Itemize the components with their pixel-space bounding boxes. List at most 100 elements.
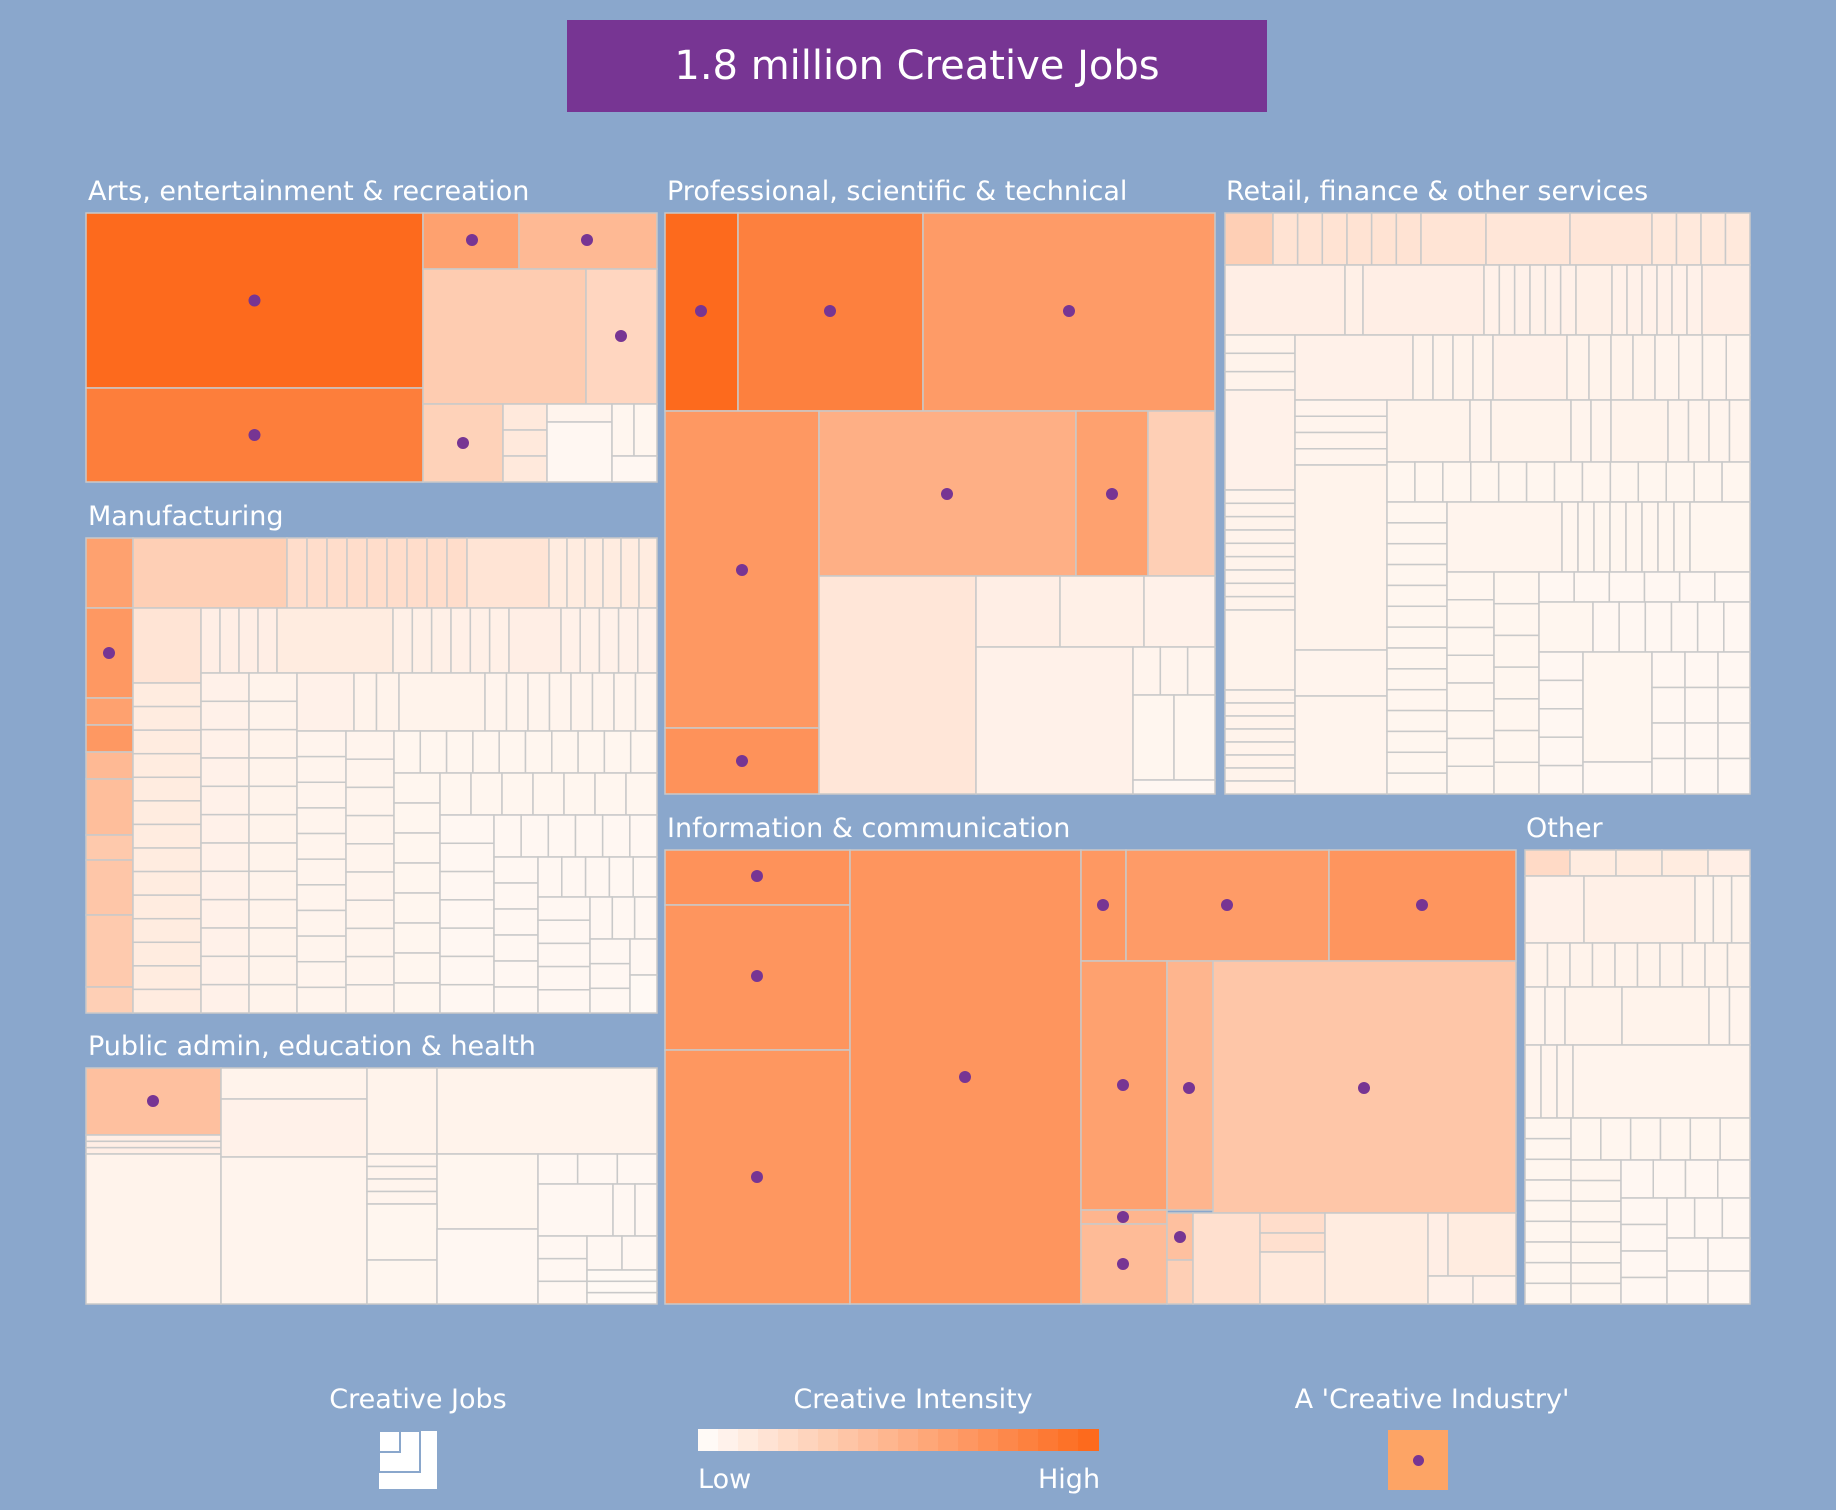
treemap-cell [1132, 646, 1162, 696]
treemap-cell [392, 607, 414, 674]
treemap-cell [632, 856, 658, 898]
treemap-cell [498, 730, 527, 774]
treemap-cell [570, 672, 594, 732]
treemap-cell [532, 772, 565, 816]
treemap-cell [537, 1153, 579, 1185]
treemap-cell [1472, 334, 1494, 401]
treemap-cell [589, 987, 631, 1014]
treemap-cell [1588, 334, 1612, 401]
treemap-cell [366, 1178, 438, 1193]
treemap-cell [1192, 1212, 1261, 1305]
treemap-cell [586, 1235, 623, 1271]
treemap-cell [1570, 1117, 1602, 1161]
gradient-step [718, 1429, 739, 1451]
treemap-cell [634, 672, 658, 732]
treemap-cell [611, 455, 658, 483]
creative-industry-dot [695, 305, 707, 317]
treemap-cell [1670, 601, 1699, 653]
treemap-cell [132, 729, 202, 755]
treemap-cell [1717, 651, 1751, 689]
treemap-cell [1224, 555, 1296, 571]
legend-size-icon [378, 1430, 437, 1489]
treemap-cell [200, 898, 250, 929]
gradient-step [1058, 1429, 1079, 1451]
treemap-cell [1259, 1251, 1326, 1305]
legend-color-title: Creative Intensity [793, 1384, 1033, 1415]
treemap-cell [345, 955, 395, 986]
treemap-cell [393, 952, 441, 984]
treemap-cell [818, 575, 977, 795]
treemap-cell [248, 672, 298, 703]
treemap-cell [345, 984, 395, 1014]
creative-industry-dot [1174, 1231, 1186, 1243]
treemap-cell [1570, 1282, 1622, 1305]
treemap-cell [502, 403, 548, 431]
treemap-cell [537, 1280, 588, 1305]
treemap-cell [1570, 1159, 1622, 1182]
treemap-cell [439, 814, 495, 845]
treemap-cell [132, 941, 202, 967]
treemap-cell [85, 1146, 222, 1155]
treemap-cell [296, 730, 347, 758]
treemap-cell [1610, 334, 1634, 401]
treemap-cell [1707, 849, 1751, 877]
treemap-cell [637, 607, 658, 674]
treemap-cell [248, 927, 298, 958]
treemap-cell [1386, 605, 1448, 628]
treemap-cell [502, 455, 548, 483]
treemap-cell [366, 1067, 438, 1155]
treemap-cell [1224, 702, 1296, 717]
treemap-cell [1686, 264, 1703, 336]
legend-size-title: Creative Jobs [329, 1384, 507, 1415]
treemap-cell [1570, 1220, 1622, 1244]
treemap-cell [1446, 682, 1495, 712]
treemap-cell [1570, 399, 1592, 463]
treemap-cell [589, 962, 631, 990]
treemap-cell [1483, 264, 1501, 336]
treemap-cell [1609, 461, 1640, 503]
sector-label-retail: Retail, finance & other services [1226, 176, 1649, 207]
treemap-cell [345, 814, 395, 845]
treemap-cell [450, 607, 472, 674]
treemap-cell [132, 894, 202, 920]
gradient-step [738, 1429, 759, 1451]
treemap-cell [422, 268, 587, 405]
treemap-cell [1725, 334, 1751, 401]
treemap-cell [1524, 1282, 1572, 1305]
treemap-cell [1609, 501, 1627, 573]
treemap-cell [200, 757, 250, 788]
sector-label-other: Other [1526, 813, 1603, 844]
sector-label-information: Information & communication [667, 813, 1071, 844]
treemap-cell [248, 842, 298, 873]
treemap-cell [220, 1098, 368, 1158]
sector-label-professional: Professional, scientific & technical [667, 176, 1128, 207]
treemap-cell [1570, 1179, 1622, 1202]
treemap-cell [1294, 464, 1388, 651]
treemap-cell [366, 537, 388, 609]
treemap-cell [1544, 264, 1562, 336]
treemap-cell [1493, 602, 1540, 637]
treemap-cell [1561, 501, 1579, 573]
treemap-cell [393, 730, 422, 774]
treemap-cell [439, 772, 472, 816]
treemap-cell [439, 899, 495, 929]
treemap-cell [634, 1183, 658, 1237]
treemap-cell [346, 537, 368, 609]
treemap-cell [584, 856, 611, 898]
creative-industry-dot [1183, 1082, 1195, 1094]
treemap-cell [1324, 1212, 1429, 1305]
treemap-cell [219, 607, 240, 674]
treemap-cell [1701, 264, 1751, 336]
treemap-cell [1224, 212, 1274, 266]
treemap-cell [345, 927, 395, 958]
treemap-cell [1296, 212, 1324, 266]
treemap-cell [1582, 761, 1653, 795]
sector-label-arts: Arts, entertainment & recreation [88, 176, 530, 207]
treemap-cell [1224, 489, 1296, 505]
treemap-cell [577, 730, 606, 774]
treemap-cell [1661, 849, 1709, 877]
treemap-cell [1386, 668, 1448, 691]
creative-industry-dot [824, 305, 836, 317]
treemap-cell [85, 1153, 222, 1305]
treemap-cell [613, 672, 637, 732]
